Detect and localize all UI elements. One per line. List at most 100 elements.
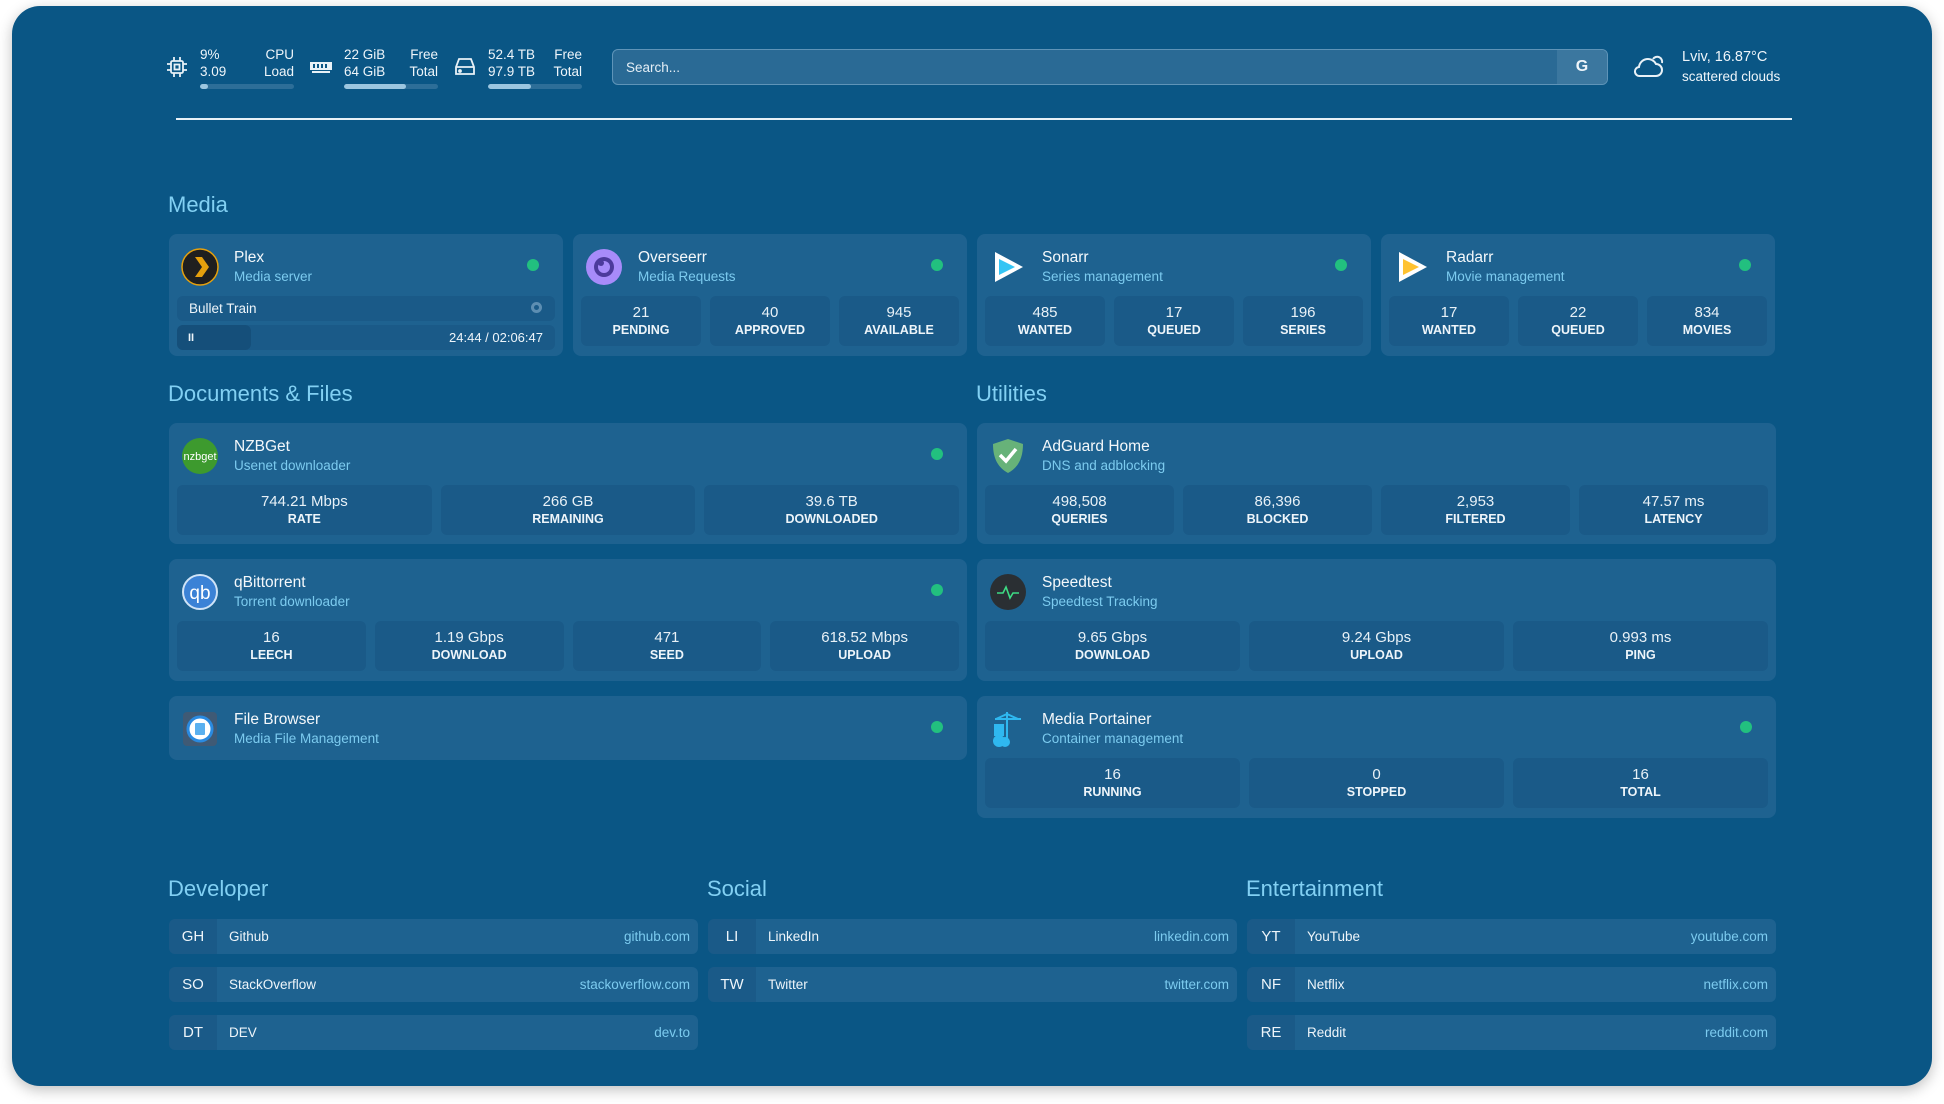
status-indicator bbox=[931, 721, 943, 733]
free-label: Free bbox=[554, 46, 582, 62]
weather-widget: Lviv, 16.87°C scattered clouds bbox=[1632, 48, 1780, 86]
service-card-file-browser[interactable]: File Browser Media File Management bbox=[169, 696, 967, 760]
service-name[interactable]: AdGuard Home bbox=[1042, 438, 1150, 455]
service-card-plex[interactable]: Plex Media server Bullet Train II 24:44 / 02… bbox=[169, 234, 563, 356]
bookmark-github[interactable]: GH Github github.com bbox=[169, 919, 698, 954]
service-card-media-portainer[interactable]: Media Portainer Container management 16 RUN… bbox=[977, 696, 1776, 818]
service-card-radarr[interactable]: Radarr Movie management 17 WANTED 22 QUEUED 83… bbox=[1381, 234, 1775, 356]
bookmark-abbreviation: SO bbox=[169, 967, 217, 1002]
stat-value: 21 bbox=[632, 304, 650, 321]
bookmark-name: LinkedIn bbox=[768, 929, 820, 944]
stat-value: 22 bbox=[1569, 304, 1587, 321]
service-name[interactable]: NZBGet bbox=[234, 438, 290, 455]
bookmark-link[interactable]: Github github.com bbox=[217, 919, 698, 954]
bookmark-link[interactable]: StackOverflow stackoverflow.com bbox=[217, 967, 698, 1002]
section-heading: Utilities bbox=[976, 381, 1047, 406]
search-input[interactable] bbox=[613, 50, 1557, 84]
bookmark-link[interactable]: DEV dev.to bbox=[217, 1015, 698, 1050]
cpu-load: 3.09 bbox=[200, 63, 227, 79]
service-card-overseerr[interactable]: Overseerr Media Requests 21 PENDING 40 APPROV… bbox=[573, 234, 967, 356]
stat-block: 0 STOPPED bbox=[1249, 758, 1504, 808]
search-provider-button[interactable]: G bbox=[1557, 50, 1607, 84]
disk-icon bbox=[452, 54, 478, 80]
stat-label: UPLOAD bbox=[1350, 648, 1403, 662]
bookmark-name: YouTube bbox=[1307, 929, 1361, 944]
service-description: Series management bbox=[1042, 269, 1163, 284]
speedtest-icon bbox=[989, 573, 1027, 611]
bookmark-dev[interactable]: DT DEV dev.to bbox=[169, 1015, 698, 1050]
cpu-bar-fill bbox=[200, 83, 209, 89]
bookmark-linkedin[interactable]: LI LinkedIn linkedin.com bbox=[708, 919, 1237, 954]
memory-total: 64 GiB bbox=[344, 63, 386, 79]
stat-value: 1.19 Gbps bbox=[434, 629, 504, 646]
stat-value: 744.21 Mbps bbox=[260, 493, 348, 510]
bookmark-name: Netflix bbox=[1307, 977, 1345, 992]
stat-label: PING bbox=[1625, 648, 1656, 662]
stat-value: 9.24 Gbps bbox=[1341, 629, 1412, 646]
service-description: Media server bbox=[234, 269, 313, 284]
stat-label: DOWNLOAD bbox=[1075, 648, 1150, 662]
bookmark-name: Reddit bbox=[1307, 1025, 1347, 1040]
settings-icon[interactable] bbox=[530, 301, 543, 317]
stat-block: 744.21 Mbps RATE bbox=[177, 485, 432, 535]
stat-block: 17 WANTED bbox=[1389, 296, 1509, 346]
service-name[interactable]: Media Portainer bbox=[1042, 711, 1152, 728]
service-stats: 21 PENDING 40 APPROVED 945 AVAILABLE bbox=[573, 296, 967, 346]
service-card-qbittorrent[interactable]: qb qBittorrent Torrent downloader 16 LEECH 1.… bbox=[169, 559, 967, 681]
service-name[interactable]: Speedtest bbox=[1042, 574, 1112, 591]
stat-value: 17 bbox=[1440, 304, 1458, 321]
bookmark-netflix[interactable]: NF Netflix netflix.com bbox=[1247, 967, 1776, 1002]
service-card-sonarr[interactable]: Sonarr Series management 485 WANTED 17 QUEUED… bbox=[977, 234, 1371, 356]
status-indicator bbox=[931, 259, 943, 271]
service-name[interactable]: qBittorrent bbox=[234, 574, 306, 591]
bookmark-link[interactable]: Reddit reddit.com bbox=[1295, 1015, 1776, 1050]
stat-block: 16 RUNNING bbox=[985, 758, 1240, 808]
service-name[interactable]: Plex bbox=[234, 249, 265, 266]
bookmark-reddit[interactable]: RE Reddit reddit.com bbox=[1247, 1015, 1776, 1050]
stat-label: LATENCY bbox=[1644, 512, 1703, 526]
service-description: Usenet downloader bbox=[234, 458, 351, 473]
cpu-usage: 9% bbox=[200, 46, 220, 62]
service-stats: 17 WANTED 22 QUEUED 834 MOVIES bbox=[1381, 296, 1775, 346]
bookmark-abbreviation: DT bbox=[169, 1015, 217, 1050]
stat-value: 471 bbox=[654, 629, 680, 646]
service-description: Torrent downloader bbox=[234, 594, 350, 609]
section-heading: Documents & Files bbox=[168, 381, 353, 406]
stat-label: FILTERED bbox=[1445, 512, 1506, 526]
stat-label: QUEUED bbox=[1147, 323, 1201, 337]
bookmark-link[interactable]: Netflix netflix.com bbox=[1295, 967, 1776, 1002]
section-heading: Media bbox=[168, 192, 228, 217]
stat-block: 0.993 ms PING bbox=[1513, 621, 1768, 671]
section-heading: Entertainment bbox=[1246, 876, 1383, 901]
bookmark-abbreviation: NF bbox=[1247, 967, 1295, 1002]
status-indicator bbox=[527, 259, 539, 271]
stat-block: 21 PENDING bbox=[581, 296, 701, 346]
service-card-adguard-home[interactable]: AdGuard Home DNS and adblocking 498,508 QUE… bbox=[977, 423, 1776, 544]
playback-time: 24:44 / 02:06:47 bbox=[449, 330, 543, 345]
bookmark-url: reddit.com bbox=[1704, 1025, 1768, 1040]
service-card-nzbget[interactable]: nzbget NZBGet Usenet downloader 744.21 Mbps… bbox=[169, 423, 967, 544]
stat-block: 39.6 TB DOWNLOADED bbox=[704, 485, 960, 535]
service-name[interactable]: Overseerr bbox=[638, 249, 707, 266]
memory-free: 22 GiB bbox=[344, 46, 386, 62]
service-name[interactable]: Sonarr bbox=[1042, 249, 1089, 266]
cpu-label: CPU bbox=[265, 46, 294, 62]
bookmark-stackoverflow[interactable]: SO StackOverflow stackoverflow.com bbox=[169, 967, 698, 1002]
weather-location: Lviv, 16.87°C bbox=[1682, 49, 1768, 65]
bookmark-url: dev.to bbox=[654, 1025, 690, 1040]
stat-block: 16 LEECH bbox=[177, 621, 366, 671]
pause-button[interactable]: II bbox=[188, 331, 195, 344]
status-indicator bbox=[931, 584, 943, 596]
bookmark-twitter[interactable]: TW Twitter twitter.com bbox=[708, 967, 1237, 1002]
bookmark-youtube[interactable]: YT YouTube youtube.com bbox=[1247, 919, 1776, 954]
bookmark-link[interactable]: Twitter twitter.com bbox=[756, 967, 1237, 1002]
service-description: Movie management bbox=[1446, 269, 1565, 284]
service-name[interactable]: File Browser bbox=[234, 711, 321, 728]
service-card-speedtest[interactable]: Speedtest Speedtest Tracking 9.65 Gbps DOWN… bbox=[977, 559, 1776, 681]
service-name[interactable]: Radarr bbox=[1446, 249, 1494, 266]
service-stats: 16 LEECH 1.19 Gbps DOWNLOAD 471 SEED 618.52 Mb… bbox=[169, 621, 967, 671]
card-header: Speedtest Speedtest Tracking bbox=[977, 559, 1776, 621]
bookmark-link[interactable]: LinkedIn linkedin.com bbox=[756, 919, 1237, 954]
bookmark-link[interactable]: YouTube youtube.com bbox=[1295, 919, 1776, 954]
memory-bar bbox=[344, 83, 438, 89]
